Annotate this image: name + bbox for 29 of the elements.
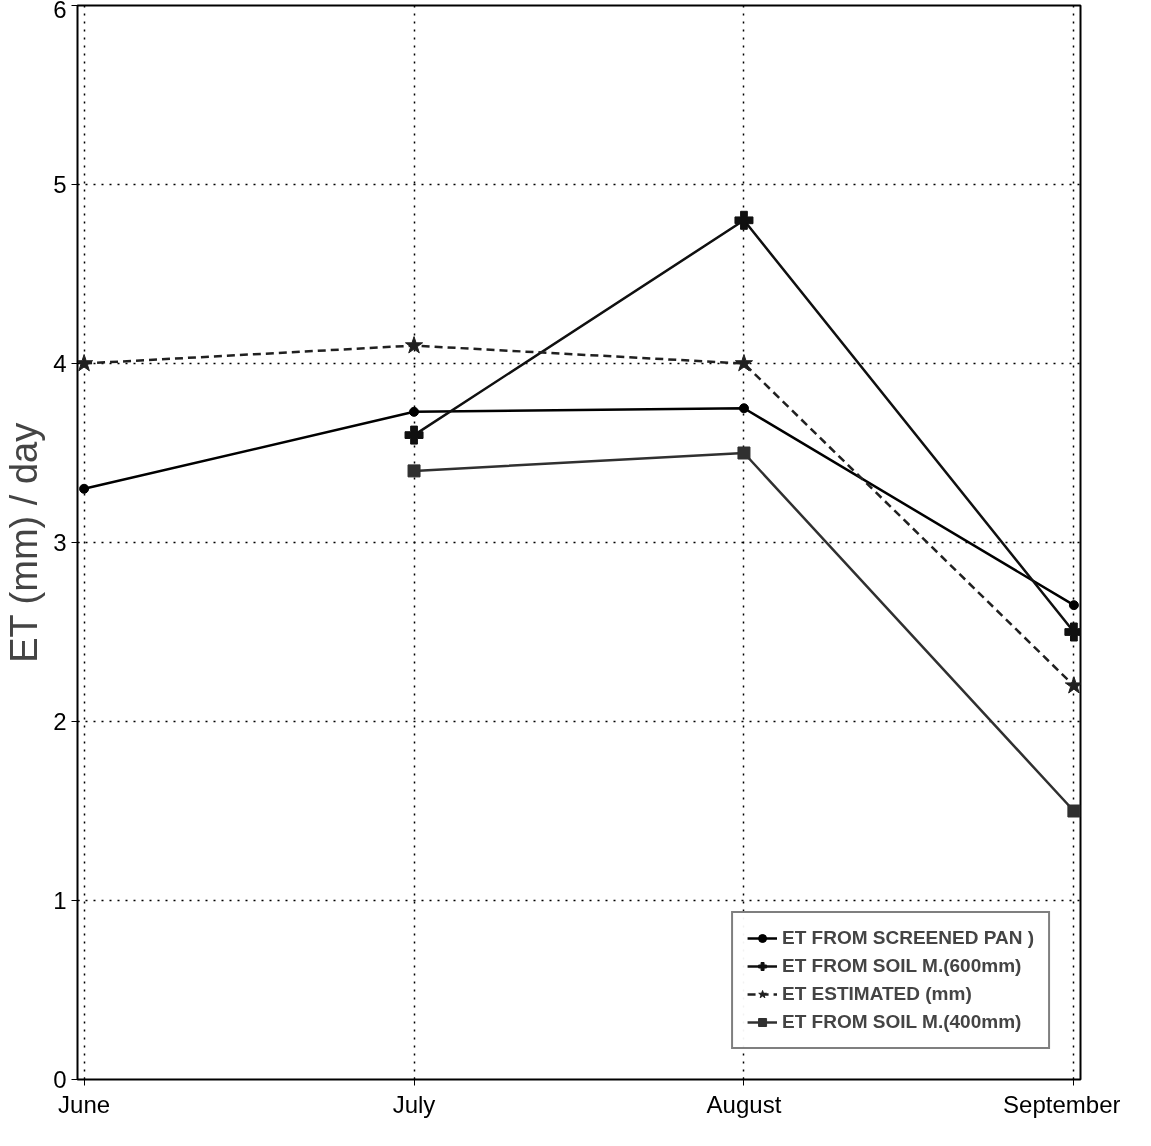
x-tick-label: July: [392, 1090, 436, 1118]
y-tick-label: 0: [53, 1066, 67, 1093]
point: [404, 425, 424, 445]
point: [1064, 676, 1081, 694]
point: [407, 464, 421, 478]
legend-label: ET FROM SOIL M.(600mm): [782, 955, 1022, 977]
y-tick-label: 4: [53, 350, 67, 377]
y-tick-label: 3: [53, 529, 67, 556]
point: [734, 210, 754, 230]
legend-label: ET ESTIMATED (mm): [782, 983, 972, 1005]
legend-label: ET FROM SOIL M.(400mm): [782, 1011, 1022, 1033]
point: [409, 406, 420, 417]
point: [1067, 804, 1081, 818]
point: [404, 336, 424, 354]
y-axis-title: ET (mm) / day: [3, 422, 46, 663]
y-tick-label: 5: [53, 171, 67, 198]
y-tick-label: 6: [53, 0, 67, 23]
point: [734, 354, 754, 372]
y-tick-label: 1: [53, 887, 67, 914]
legend-label: ET FROM SCREENED PAN ): [782, 927, 1034, 949]
x-tick-label: June: [58, 1090, 111, 1118]
point: [738, 403, 749, 414]
point: [79, 483, 90, 494]
point: [77, 354, 94, 372]
point: [737, 446, 751, 460]
x-tick-label: August: [706, 1090, 782, 1118]
point: [1068, 600, 1079, 611]
x-tick-label: September: [1003, 1090, 1121, 1118]
y-tick-label: 2: [53, 708, 67, 735]
